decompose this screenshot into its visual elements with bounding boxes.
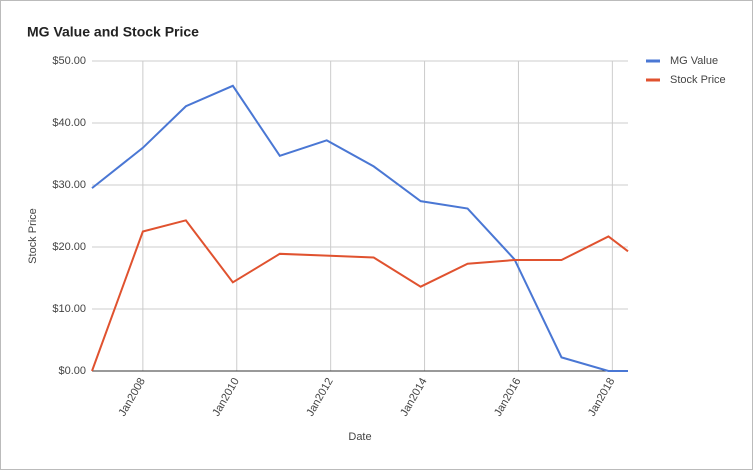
legend-label: Stock Price bbox=[670, 74, 726, 86]
y-tick-label: $30.00 bbox=[52, 179, 86, 191]
legend-label: MG Value bbox=[670, 55, 718, 67]
y-tick-label: $0.00 bbox=[58, 365, 86, 377]
y-axis-title: Stock Price bbox=[27, 208, 39, 264]
series-line bbox=[91, 219, 629, 372]
y-tick-label: $40.00 bbox=[52, 117, 86, 129]
y-tick-label: $10.00 bbox=[52, 303, 86, 315]
y-tick-label: $50.00 bbox=[52, 55, 86, 67]
x-axis-title: Date bbox=[348, 431, 371, 443]
y-tick-label: $20.00 bbox=[52, 241, 86, 253]
chart-title: MG Value and Stock Price bbox=[27, 24, 199, 40]
series-line bbox=[91, 84, 628, 372]
